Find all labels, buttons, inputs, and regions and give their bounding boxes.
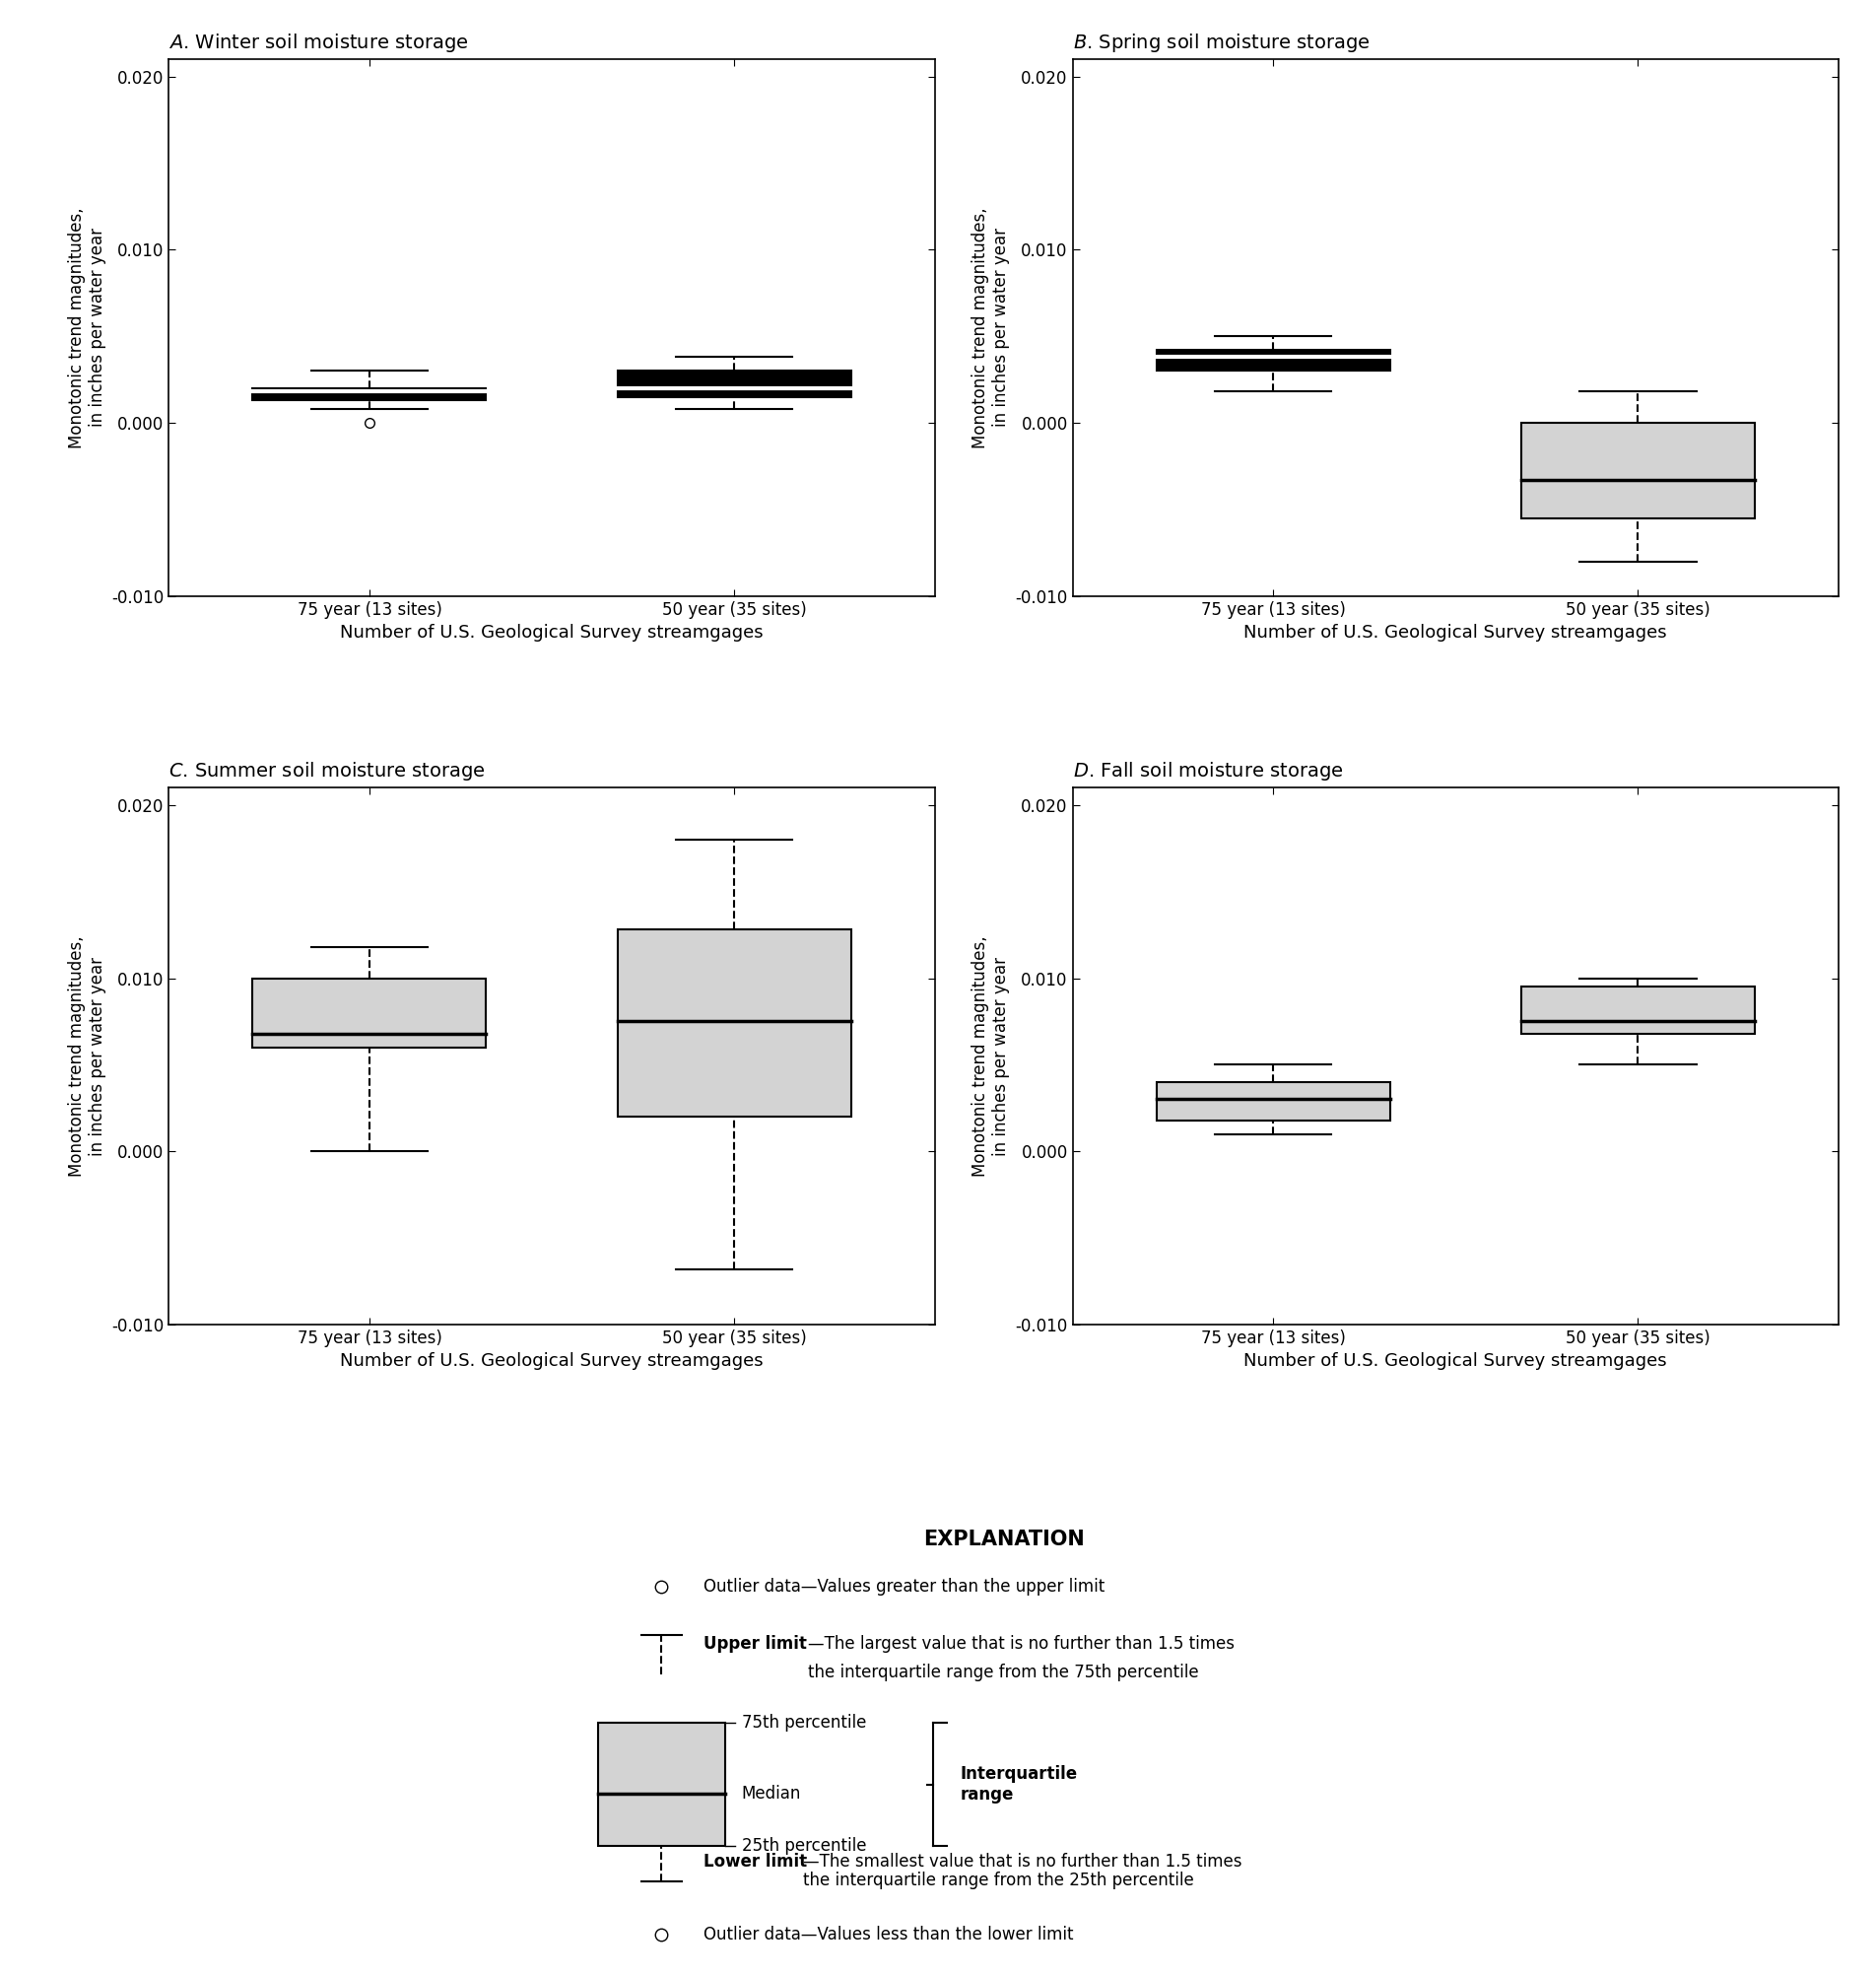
X-axis label: Number of U.S. Geological Survey streamgages: Number of U.S. Geological Survey streamg… bbox=[340, 1352, 764, 1369]
Bar bbox=[1521, 986, 1754, 1033]
Text: Median: Median bbox=[741, 1784, 801, 1802]
Bar bbox=[617, 929, 852, 1116]
Text: $\mathit{B}$. Spring soil moisture storage: $\mathit{B}$. Spring soil moisture stora… bbox=[1073, 32, 1369, 53]
Text: —The largest value that is no further than 1.5 times: —The largest value that is no further th… bbox=[809, 1634, 1234, 1652]
X-axis label: Number of U.S. Geological Survey streamgages: Number of U.S. Geological Survey streamg… bbox=[1244, 1352, 1668, 1369]
Y-axis label: Monotonic trend magnitudes,
in inches per water year: Monotonic trend magnitudes, in inches pe… bbox=[68, 207, 107, 449]
Bar bbox=[1156, 1083, 1390, 1120]
Y-axis label: Monotonic trend magnitudes,
in inches per water year: Monotonic trend magnitudes, in inches pe… bbox=[972, 935, 1009, 1176]
Text: Interquartile
range: Interquartile range bbox=[961, 1765, 1077, 1804]
Text: Outlier data—Values greater than the upper limit: Outlier data—Values greater than the upp… bbox=[704, 1577, 1105, 1595]
Text: 75th percentile: 75th percentile bbox=[741, 1713, 867, 1731]
Text: —The smallest value that is no further than 1.5 times: —The smallest value that is no further t… bbox=[803, 1853, 1242, 1871]
Text: Outlier data—Values less than the lower limit: Outlier data—Values less than the lower … bbox=[704, 1925, 1073, 1942]
Text: 25th percentile: 25th percentile bbox=[741, 1838, 867, 1855]
Y-axis label: Monotonic trend magnitudes,
in inches per water year: Monotonic trend magnitudes, in inches pe… bbox=[972, 207, 1009, 449]
Bar bbox=[598, 1723, 724, 1846]
Bar bbox=[253, 978, 486, 1047]
Bar bbox=[1521, 423, 1754, 518]
Bar bbox=[1156, 350, 1390, 371]
Bar bbox=[253, 387, 486, 401]
Text: $\mathit{C}$. Summer soil moisture storage: $\mathit{C}$. Summer soil moisture stora… bbox=[169, 761, 486, 782]
X-axis label: Number of U.S. Geological Survey streamgages: Number of U.S. Geological Survey streamg… bbox=[340, 624, 764, 642]
Bar bbox=[617, 371, 852, 397]
Text: the interquartile range from the 75th percentile: the interquartile range from the 75th pe… bbox=[809, 1664, 1199, 1682]
Text: $\mathit{D}$. Fall soil moisture storage: $\mathit{D}$. Fall soil moisture storage bbox=[1073, 761, 1343, 782]
Text: Upper limit: Upper limit bbox=[704, 1634, 807, 1652]
Text: $\mathit{A}$. Winter soil moisture storage: $\mathit{A}$. Winter soil moisture stora… bbox=[169, 32, 469, 53]
Text: EXPLANATION: EXPLANATION bbox=[923, 1529, 1084, 1549]
X-axis label: Number of U.S. Geological Survey streamgages: Number of U.S. Geological Survey streamg… bbox=[1244, 624, 1668, 642]
Text: the interquartile range from the 25th percentile: the interquartile range from the 25th pe… bbox=[803, 1871, 1195, 1889]
Y-axis label: Monotonic trend magnitudes,
in inches per water year: Monotonic trend magnitudes, in inches pe… bbox=[68, 935, 107, 1176]
Text: Lower limit: Lower limit bbox=[704, 1853, 807, 1871]
